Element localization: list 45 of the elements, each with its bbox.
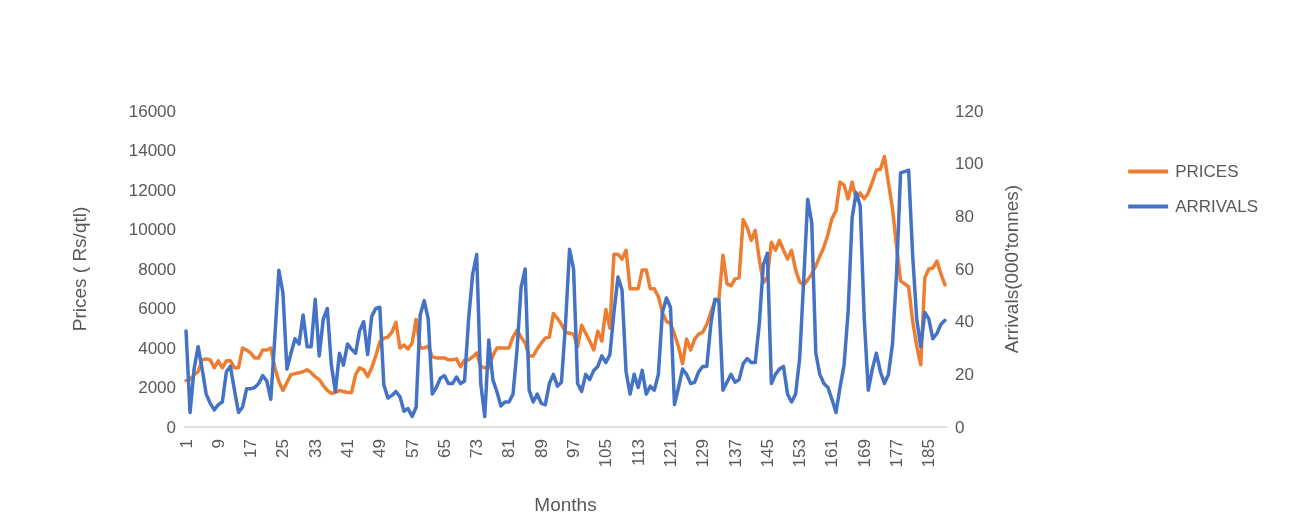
y2-tick-label: 100: [955, 154, 984, 174]
y-tick-label: 0: [166, 417, 176, 437]
y2-tick-label: 80: [955, 206, 974, 226]
x-tick-label: 129: [693, 439, 713, 468]
y-tick-label: 12000: [128, 180, 176, 200]
y-tick-label: 16000: [128, 101, 176, 121]
x-tick-label: 177: [887, 439, 907, 468]
x-tick-label: 153: [790, 439, 810, 468]
x-tick-label: 105: [596, 439, 616, 468]
x-tick-label: 49: [370, 439, 390, 458]
x-tick-label: 169: [854, 439, 874, 468]
y-tick-label: 2000: [138, 378, 176, 397]
y2-tick-label: 0: [955, 417, 965, 437]
x-tick-label: 145: [757, 439, 777, 468]
x-tick-label: 9: [208, 439, 228, 449]
y2-tick-label: 60: [955, 259, 974, 279]
legend-label: PRICES: [1175, 162, 1239, 181]
y-tick-label: 6000: [138, 299, 176, 318]
x-tick-label: 137: [725, 439, 745, 468]
legend-label: ARRIVALS: [1175, 197, 1258, 216]
x-tick-label: 25: [273, 439, 293, 458]
x-tick-label: 89: [531, 439, 551, 458]
y-tick-label: 4000: [138, 338, 176, 358]
y-tick-label: 14000: [128, 141, 176, 160]
x-tick-label: 81: [499, 439, 519, 458]
x-tick-label: 97: [564, 439, 584, 458]
x-tick-label: 33: [305, 439, 325, 458]
y2-axis-title: Arrivals(000'tonnes): [1001, 184, 1022, 354]
x-tick-label: 1: [176, 439, 196, 449]
x-tick-label: 41: [338, 439, 357, 458]
x-tick-label: 57: [402, 439, 422, 458]
x-tick-label: 17: [241, 439, 261, 458]
y2-tick-label: 40: [955, 312, 974, 332]
y2-tick-label: 20: [955, 364, 974, 384]
x-tick-label: 113: [628, 439, 648, 467]
x-tick-label: 185: [919, 439, 939, 468]
x-tick-label: 65: [434, 439, 454, 458]
x-tick-label: 121: [660, 439, 680, 468]
y-tick-label: 10000: [128, 220, 176, 239]
x-tick-label: 161: [822, 439, 842, 468]
x-tick-label: 73: [467, 439, 487, 458]
y-axis-title: Prices ( Rs/qtl): [69, 206, 90, 332]
x-axis-title: Months: [534, 494, 597, 515]
y-tick-label: 8000: [138, 259, 176, 279]
y2-tick-label: 120: [955, 101, 984, 121]
